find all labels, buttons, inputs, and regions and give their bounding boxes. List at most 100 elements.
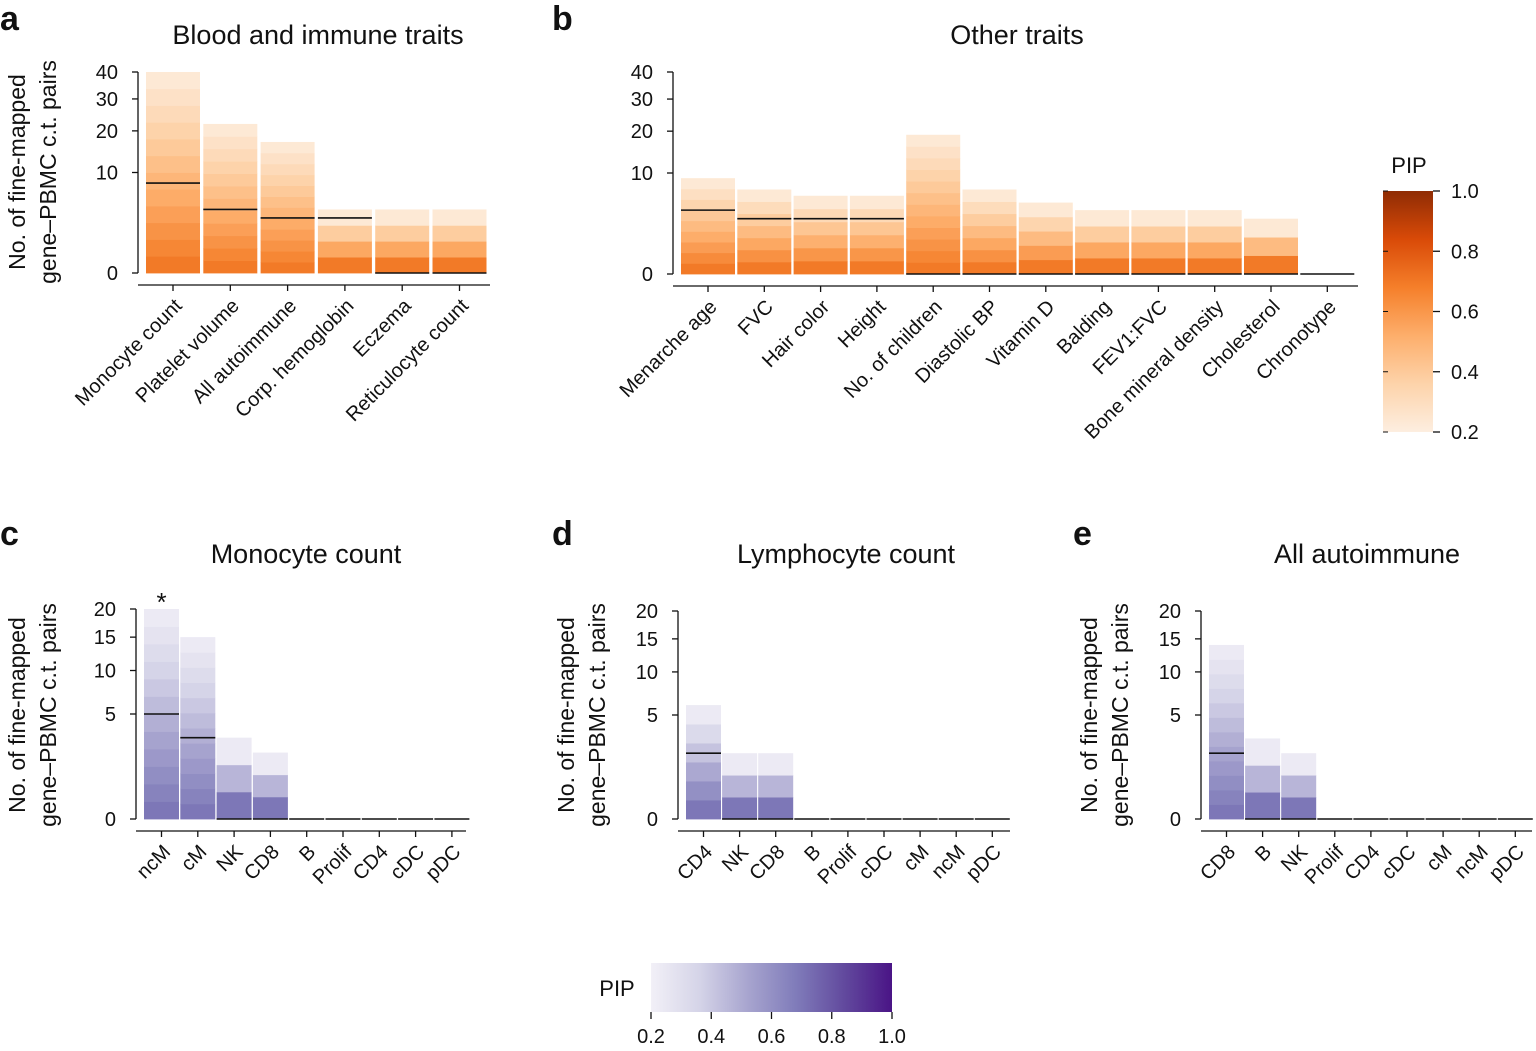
bar-segment [144, 644, 179, 662]
y-tick-label-a: 0 [107, 263, 118, 285]
bar-segment [906, 215, 961, 228]
bar-segment [849, 260, 904, 275]
bar-segment [144, 801, 179, 820]
bar-segment [1209, 673, 1244, 689]
bar-segment [686, 781, 721, 801]
x-tick-label-e: pDC [1485, 841, 1529, 885]
x-tick-label-d: Prolif [814, 841, 862, 889]
bar-segment [962, 201, 1017, 215]
x-tick-label-e: Prolif [1301, 841, 1349, 889]
ylabel-a-line2: gene–PBMC c.t. pairs [35, 60, 61, 284]
y-tick-label-c: 15 [94, 627, 116, 649]
bar-segment [793, 247, 848, 262]
bar-segment [146, 139, 200, 157]
colorbar-tick-label: 0.6 [758, 1026, 786, 1048]
bar-segment [758, 753, 794, 776]
colorbar-orange: PIP 0.2 0.4 0.6 0.8 1.0 [1383, 153, 1479, 444]
colorbar-tick-label: 1.0 [878, 1026, 906, 1048]
x-tick-label-c: cM [177, 841, 211, 875]
x-tick-label-e: B [1251, 841, 1276, 866]
ylabel-d-line1: No. of fine-mapped [553, 617, 579, 813]
bar-segment [906, 250, 961, 263]
bar-a-0 [146, 72, 200, 274]
bar-segment [180, 788, 216, 805]
bar-segment [252, 796, 288, 820]
bar-b-6 [1018, 202, 1073, 275]
bar-segment [146, 105, 200, 123]
bar-segment [906, 181, 961, 194]
bar-segment [432, 257, 487, 274]
bar-segment [1018, 245, 1073, 261]
bar-d-2 [758, 753, 794, 820]
bar-segment [686, 762, 721, 782]
bar-segment [216, 791, 252, 820]
x-tick-label-a: Platelet volume [132, 295, 244, 407]
bar-segment [1131, 242, 1186, 259]
colorbar-tick-label: 0.2 [637, 1026, 665, 1048]
bar-segment [737, 249, 792, 263]
x-tick-label-b: FVC [734, 296, 778, 340]
bar-e-1 [1245, 738, 1281, 820]
bar-segment [849, 247, 904, 262]
bar-segment [260, 196, 315, 208]
bar-segment [1245, 765, 1281, 793]
bar-segment [216, 737, 252, 766]
y-tick-label-c: 5 [105, 704, 116, 726]
bar-segment [203, 148, 258, 162]
bar-b-4 [906, 134, 961, 275]
chart-title-c: Monocyte count [211, 539, 402, 569]
bar-segment [681, 210, 735, 222]
bar-segment [906, 146, 961, 159]
chart-title-a: Blood and immune traits [172, 20, 463, 50]
bar-segment [793, 221, 848, 236]
bar-segment [1187, 258, 1242, 275]
y-tick-label-a: 10 [96, 163, 118, 185]
bar-segment [906, 239, 961, 252]
bar-segment [1018, 259, 1073, 275]
bar-c-1 [180, 637, 216, 820]
bar-segment [906, 157, 961, 170]
bar-segment [260, 152, 315, 165]
x-tick-label-d: B [800, 841, 825, 866]
x-tick-label-c: ncM [133, 841, 175, 883]
bar-b-8 [1131, 210, 1186, 275]
y-tick-label-c: 10 [94, 661, 116, 683]
bar-segment [180, 728, 216, 744]
bar-segment [1209, 789, 1244, 805]
y-tick-label-d: 0 [647, 809, 658, 831]
bar-segment [260, 229, 315, 241]
bar-segment [203, 235, 258, 249]
bar-c-2 [216, 737, 252, 820]
bar-segment [681, 188, 735, 200]
bar-segment [180, 712, 216, 729]
bar-segment [203, 136, 258, 150]
bar-segment [260, 174, 315, 187]
y-tick-label-d: 15 [636, 629, 658, 651]
bar-segment [1244, 237, 1298, 256]
colorbar-orange-gradient [1383, 191, 1433, 432]
bar-segment [793, 234, 848, 249]
x-tick-label-e: cDC [1377, 841, 1420, 884]
bar-segment [144, 661, 179, 680]
chart-title-e: All autoimmune [1274, 539, 1460, 569]
x-tick-label-d: CD4 [673, 841, 717, 885]
x-tick-label-d: cM [899, 841, 933, 875]
bar-segment [906, 192, 961, 205]
bar-segment [962, 189, 1017, 202]
colorbar-tick-label: 0.8 [1451, 241, 1479, 263]
bar-segment [1075, 226, 1130, 243]
bar-segment [1281, 753, 1317, 776]
y-tick-label-b: 0 [642, 264, 653, 286]
panel-label-d: d [552, 515, 573, 553]
bar-segment [906, 227, 961, 240]
bar-segment [1209, 804, 1244, 820]
bar-segment [203, 198, 258, 212]
x-tick-label-d: ncM [927, 841, 969, 883]
bar-segment [758, 797, 794, 820]
bar-segment [1131, 210, 1186, 227]
chart-title-d: Lymphocyte count [737, 539, 956, 569]
bar-segment [180, 697, 216, 714]
bar-segment [203, 248, 258, 261]
bar-segment [146, 189, 200, 207]
